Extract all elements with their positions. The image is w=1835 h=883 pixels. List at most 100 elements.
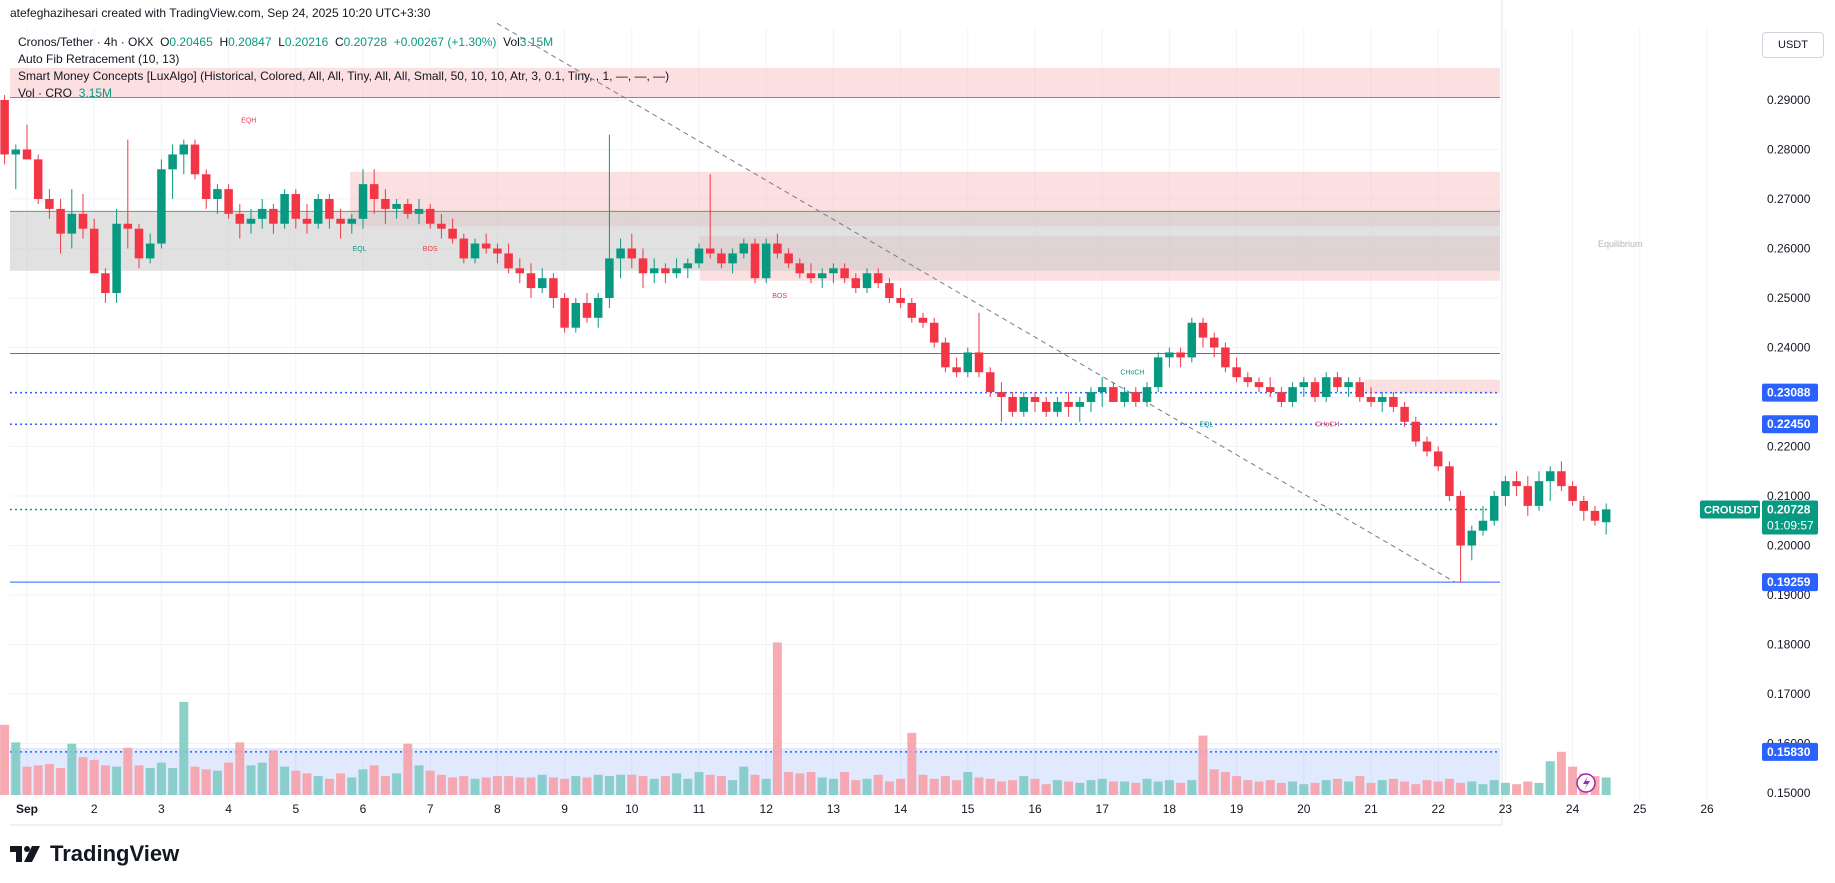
volume-bar [862, 778, 872, 795]
candle-body [605, 258, 614, 298]
volume-bar [1176, 782, 1186, 795]
smc-annotations: EQH EQL BOS BOS CHoCH EQL CHoCH [241, 117, 1339, 428]
indicator-fib[interactable]: Auto Fib Retracement (10, 13) [18, 52, 180, 66]
volume-bar [324, 778, 334, 795]
candle-body [1265, 387, 1275, 393]
volume-bar [1523, 781, 1533, 795]
candle-body [1456, 496, 1465, 546]
smc-zones: Equilibrium [10, 67, 1643, 795]
candle-body [33, 159, 43, 199]
candle-body [1377, 397, 1387, 402]
volume-indicator-value: 3.15M [78, 86, 113, 100]
candle-body [728, 253, 737, 264]
candle-body [638, 258, 648, 274]
volume-bar [1187, 780, 1197, 795]
price-tick-label: 0.19000 [1767, 588, 1811, 602]
volume-bar [1041, 784, 1051, 795]
last-price-bg [1762, 500, 1818, 535]
indicator-volume[interactable]: Vol · CRO 3.15M [18, 85, 669, 102]
time-tick-label: 20 [1297, 802, 1311, 816]
candle-body [1254, 382, 1264, 388]
candle-body [862, 273, 872, 289]
annotation-choch: CHoCH [1120, 370, 1144, 377]
volume-value: 3.15M [519, 35, 554, 49]
volume-bar [1209, 769, 1219, 795]
price-labels: 0.23088 0.22450 0.19259 0.15830 CROUSDT 0.207… [1576, 383, 1818, 793]
candle-body [1221, 347, 1230, 368]
volume-bar [257, 762, 267, 795]
volume-bar [492, 776, 502, 795]
candle-body [661, 268, 670, 274]
candle-body [190, 144, 200, 175]
candle-body [201, 174, 211, 199]
volume-bar [1232, 776, 1242, 795]
volume-bar [145, 768, 155, 795]
candle-body [1008, 397, 1017, 412]
candle-body [1557, 471, 1566, 487]
price-tick-label: 0.15000 [1767, 786, 1811, 800]
price-tick-label: 0.17000 [1767, 687, 1811, 701]
time-tick-label: 16 [1028, 802, 1042, 816]
volume-bar [1064, 781, 1074, 795]
volume-indicator-label: Vol · CRO [18, 86, 73, 100]
candle-body [1411, 421, 1421, 442]
volume-bar [78, 757, 88, 795]
candle-body [1187, 322, 1197, 358]
candle-body [952, 367, 961, 373]
volume-bar [1075, 782, 1085, 795]
time-tick-label: 8 [494, 802, 501, 816]
chart-legend: Cronos/Tether · 4h · OKX O0.20465 H0.208… [18, 34, 669, 102]
indicator-smc[interactable]: Smart Money Concepts [LuxAlgo] (Historic… [18, 69, 670, 83]
volume-bar [672, 773, 682, 795]
time-tick-label: 22 [1432, 802, 1446, 816]
candle-body [582, 302, 592, 318]
volume-bar [11, 742, 21, 795]
price-label: 0.22450 [1767, 417, 1811, 431]
candle-body [11, 149, 21, 155]
price-tick-label: 0.29000 [1767, 93, 1811, 107]
volume-bar [694, 772, 704, 795]
volume-bar [1288, 781, 1298, 795]
volume-bar [436, 774, 446, 795]
countdown-value: 01:09:57 [1767, 518, 1814, 532]
candle-body [1030, 397, 1040, 402]
last-price-value: 0.20728 [1767, 502, 1811, 516]
candle-body [1299, 382, 1309, 388]
volume-bar [1220, 772, 1230, 795]
volume-bar [985, 778, 995, 795]
candle-body [1120, 392, 1129, 402]
candle-body [1198, 322, 1208, 338]
currency-button[interactable]: USDT [1762, 32, 1824, 58]
volume-bar [1008, 780, 1018, 795]
candle-body [280, 194, 289, 224]
candle-body [1512, 481, 1521, 487]
volume-bar [840, 772, 850, 795]
candle-body [257, 208, 267, 219]
close-value: 0.20728 [343, 35, 388, 49]
price-tick-label: 0.22000 [1767, 440, 1811, 454]
price-label: 0.19259 [1767, 575, 1811, 589]
symbol-tag: CROUSDT [1704, 504, 1759, 516]
candle-body [112, 223, 121, 294]
volume-bar [1512, 784, 1522, 795]
volume-bar [1489, 780, 1499, 795]
candle-body [157, 169, 166, 244]
volume-bar [828, 778, 838, 795]
price-label: 0.23088 [1767, 386, 1811, 400]
price-label-bg [1762, 415, 1818, 434]
candle-body [1209, 337, 1219, 348]
price-tick-label: 0.27000 [1767, 192, 1811, 206]
time-tick-label: 7 [427, 802, 434, 816]
price-axis[interactable]: 0.29000 0.28000 0.27000 0.26000 0.25000 0.240… [1767, 93, 1811, 800]
trend-line[interactable] [496, 22, 1456, 583]
symbol-tag-bg [1700, 500, 1760, 519]
symbol-name[interactable]: Cronos/Tether · 4h · OKX [18, 35, 154, 49]
time-tick-label: 3 [158, 802, 165, 816]
volume-bar [683, 778, 693, 795]
price-tick-label: 0.26000 [1767, 242, 1811, 256]
horizontal-lines [10, 97, 1500, 753]
candle-body [616, 248, 625, 259]
volume-bar [1321, 780, 1331, 795]
time-axis[interactable]: Sep 2 3 4 5 6 7 8 9 10 11 12 13 14 15 16 17 18 19 20 21 22 23 2… [16, 802, 1714, 816]
